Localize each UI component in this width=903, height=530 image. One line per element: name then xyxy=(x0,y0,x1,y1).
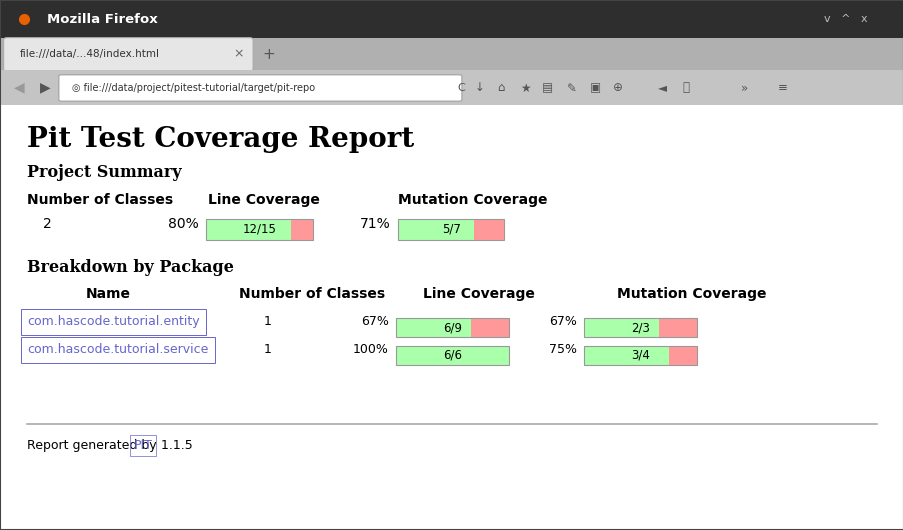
Text: Mutation Coverage: Mutation Coverage xyxy=(616,287,766,301)
Text: 2: 2 xyxy=(43,217,52,231)
Text: ◄: ◄ xyxy=(657,82,666,94)
FancyBboxPatch shape xyxy=(206,219,291,240)
Text: ◀: ◀ xyxy=(14,81,24,94)
Text: Number of Classes: Number of Classes xyxy=(27,193,173,207)
FancyBboxPatch shape xyxy=(397,219,473,240)
Text: ★: ★ xyxy=(519,82,530,94)
Text: 3/4: 3/4 xyxy=(630,349,649,361)
Text: com.hascode.tutorial.service: com.hascode.tutorial.service xyxy=(27,343,209,357)
Text: 6/6: 6/6 xyxy=(442,349,461,361)
FancyBboxPatch shape xyxy=(0,70,903,105)
Text: com.hascode.tutorial.entity: com.hascode.tutorial.entity xyxy=(27,315,200,329)
Text: v   ^   x: v ^ x xyxy=(824,14,867,24)
Text: 100%: 100% xyxy=(352,343,388,357)
Text: 5/7: 5/7 xyxy=(442,223,460,236)
Text: ≡: ≡ xyxy=(777,82,787,94)
FancyBboxPatch shape xyxy=(291,219,312,240)
FancyBboxPatch shape xyxy=(4,38,253,71)
Text: 71%: 71% xyxy=(359,217,390,231)
Text: PIT: PIT xyxy=(134,439,153,452)
Text: ◎ file:///data/project/pitest-tutorial/target/pit-repo: ◎ file:///data/project/pitest-tutorial/t… xyxy=(72,83,315,93)
Text: Line Coverage: Line Coverage xyxy=(208,193,320,207)
Text: C: C xyxy=(457,83,465,93)
Text: ⌂: ⌂ xyxy=(497,82,504,94)
Text: ▣: ▣ xyxy=(590,82,600,94)
Text: ▤: ▤ xyxy=(542,82,553,94)
FancyBboxPatch shape xyxy=(668,346,696,365)
Text: 75%: 75% xyxy=(548,343,576,357)
FancyBboxPatch shape xyxy=(0,38,903,70)
Text: 67%: 67% xyxy=(548,315,576,329)
Text: 6/9: 6/9 xyxy=(442,321,461,334)
Text: 1: 1 xyxy=(264,343,272,357)
FancyBboxPatch shape xyxy=(0,105,903,530)
Text: ✎: ✎ xyxy=(566,82,576,94)
Text: ↓: ↓ xyxy=(474,82,484,94)
Text: Report generated by: Report generated by xyxy=(27,439,161,452)
FancyBboxPatch shape xyxy=(583,346,668,365)
FancyBboxPatch shape xyxy=(658,318,696,337)
Text: Line Coverage: Line Coverage xyxy=(423,287,535,301)
Text: 80%: 80% xyxy=(168,217,199,231)
FancyBboxPatch shape xyxy=(59,75,461,101)
Text: Mozilla Firefox: Mozilla Firefox xyxy=(47,13,158,25)
FancyBboxPatch shape xyxy=(470,318,508,337)
Text: Pit Test Coverage Report: Pit Test Coverage Report xyxy=(27,126,414,153)
Text: Name: Name xyxy=(86,287,131,301)
Text: ⊕: ⊕ xyxy=(612,82,622,94)
Text: 2/3: 2/3 xyxy=(630,321,649,334)
Text: ▶: ▶ xyxy=(40,81,51,94)
Text: ×: × xyxy=(233,48,244,61)
FancyBboxPatch shape xyxy=(583,318,658,337)
FancyBboxPatch shape xyxy=(396,346,508,365)
Text: 12/15: 12/15 xyxy=(242,223,276,236)
Text: +: + xyxy=(262,47,275,62)
Text: Breakdown by Package: Breakdown by Package xyxy=(27,259,234,276)
Text: Project Summary: Project Summary xyxy=(27,164,182,181)
Text: Mutation Coverage: Mutation Coverage xyxy=(397,193,546,207)
FancyBboxPatch shape xyxy=(0,0,903,38)
Text: 1: 1 xyxy=(264,315,272,329)
Text: ⛔: ⛔ xyxy=(682,82,689,94)
FancyBboxPatch shape xyxy=(473,219,504,240)
FancyBboxPatch shape xyxy=(396,318,470,337)
Text: 67%: 67% xyxy=(360,315,388,329)
Text: »: » xyxy=(740,82,748,94)
Text: 1.1.5: 1.1.5 xyxy=(157,439,193,452)
Text: file:///data/...48/index.html: file:///data/...48/index.html xyxy=(20,49,160,59)
Text: Number of Classes: Number of Classes xyxy=(238,287,385,301)
